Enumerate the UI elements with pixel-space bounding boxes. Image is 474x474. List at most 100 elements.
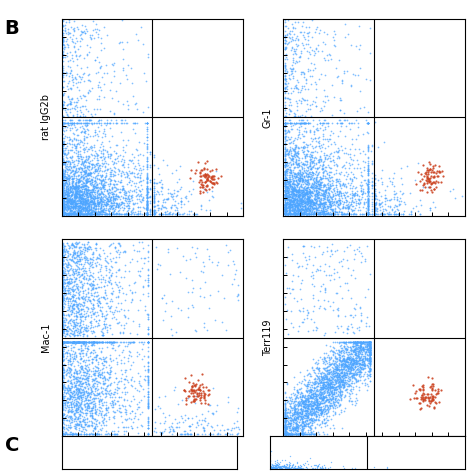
Point xyxy=(316,379,323,387)
Point xyxy=(334,365,342,373)
Point xyxy=(281,210,289,218)
Point xyxy=(399,189,407,197)
Point xyxy=(145,413,152,421)
Point xyxy=(300,148,307,156)
Point xyxy=(65,72,73,80)
Point xyxy=(283,425,291,433)
Point xyxy=(284,209,292,217)
Point xyxy=(303,314,310,321)
Point xyxy=(145,338,152,346)
Point xyxy=(91,131,99,139)
Point xyxy=(81,390,88,398)
Point xyxy=(281,428,289,436)
Point xyxy=(333,365,341,373)
Point xyxy=(91,348,99,356)
Point xyxy=(320,374,328,382)
Point xyxy=(67,199,74,206)
Point xyxy=(102,210,110,218)
Point xyxy=(298,191,305,199)
Point xyxy=(360,345,368,352)
Point xyxy=(288,125,295,133)
Point xyxy=(108,196,115,203)
Point xyxy=(340,381,347,388)
Point xyxy=(300,400,307,407)
Point xyxy=(315,366,323,374)
Point xyxy=(84,120,91,128)
Point xyxy=(301,166,308,173)
Point xyxy=(60,347,67,355)
Point xyxy=(347,358,355,365)
Point xyxy=(66,205,73,213)
Point xyxy=(88,197,95,204)
Point xyxy=(90,169,97,177)
Point xyxy=(305,416,313,423)
Point xyxy=(125,204,132,211)
Point xyxy=(68,326,75,334)
Point xyxy=(60,62,67,70)
Point xyxy=(281,425,289,433)
Point xyxy=(313,178,321,186)
Point xyxy=(71,410,78,417)
Point xyxy=(87,197,95,204)
Point xyxy=(65,157,73,165)
Point xyxy=(316,180,324,188)
Point xyxy=(375,200,383,207)
Point xyxy=(67,357,74,365)
Point xyxy=(108,390,115,397)
Point xyxy=(110,181,118,188)
Point xyxy=(60,321,67,328)
Point xyxy=(278,462,286,469)
Point xyxy=(115,168,123,175)
Point xyxy=(134,330,141,338)
Point xyxy=(128,192,135,200)
Point xyxy=(300,198,308,205)
Point xyxy=(289,285,296,293)
Point xyxy=(60,423,67,431)
Point xyxy=(366,338,374,346)
Point xyxy=(60,286,67,294)
Point xyxy=(302,150,310,158)
Point xyxy=(60,71,67,79)
Point xyxy=(304,399,312,406)
Point xyxy=(145,363,152,370)
Point xyxy=(60,197,67,205)
Point xyxy=(96,196,104,203)
Point xyxy=(341,210,348,218)
Point xyxy=(200,394,208,401)
Point xyxy=(342,190,350,197)
Point xyxy=(109,197,117,205)
Point xyxy=(361,353,368,361)
Point xyxy=(109,430,117,438)
Point xyxy=(294,186,301,193)
Point xyxy=(296,197,303,205)
Point xyxy=(69,202,77,210)
Point xyxy=(74,78,82,86)
Point xyxy=(83,202,91,210)
Point xyxy=(323,169,331,177)
Point xyxy=(365,187,372,195)
Point xyxy=(98,338,106,346)
Point xyxy=(292,196,299,204)
Point xyxy=(76,328,84,336)
Point xyxy=(60,186,67,193)
Point xyxy=(284,192,292,200)
Point xyxy=(143,210,150,218)
Point xyxy=(95,294,102,301)
Point xyxy=(285,175,293,183)
Point xyxy=(297,199,305,207)
Point xyxy=(117,200,125,208)
Point xyxy=(75,175,82,183)
Point xyxy=(97,202,105,210)
Point xyxy=(286,108,293,115)
Point xyxy=(307,207,314,215)
Point xyxy=(301,191,309,198)
Point xyxy=(266,460,274,467)
Point xyxy=(295,176,303,183)
Point xyxy=(159,199,166,206)
Point xyxy=(196,382,203,389)
Point xyxy=(119,137,127,144)
Point xyxy=(317,195,324,202)
Point xyxy=(332,369,339,376)
Point xyxy=(318,141,325,148)
Point xyxy=(299,249,307,256)
